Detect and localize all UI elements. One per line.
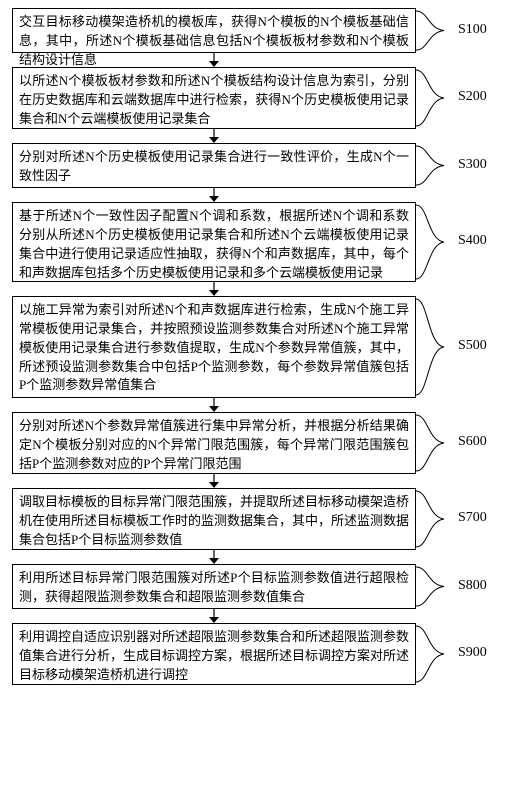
flow-node-text: 利用所述目标异常门限范围簇对所述P个目标监测参数值进行超限检测，获得超限监测参数… bbox=[19, 570, 409, 604]
step-label-s300: S300 bbox=[458, 157, 487, 173]
flow-node-s300: 分别对所述N个历史模板使用记录集合进行一致性评价，生成N个一致性因子 bbox=[12, 143, 416, 188]
step-label-text: S800 bbox=[458, 578, 487, 593]
flow-node-text: 利用调控自适应识别器对所述超限监测参数集合和所述超限监测参数值集合进行分析，生成… bbox=[19, 629, 409, 682]
flow-node-text: 基于所述N个一致性因子配置N个调和系数，根据所述N个调和系数分别从所述N个历史模… bbox=[19, 208, 409, 280]
step-label-s400: S400 bbox=[458, 233, 487, 249]
brace-s600 bbox=[416, 415, 444, 471]
step-label-s700: S700 bbox=[458, 510, 487, 526]
step-label-s200: S200 bbox=[458, 89, 487, 105]
brace-s800 bbox=[416, 567, 444, 606]
step-label-text: S900 bbox=[458, 645, 487, 660]
flow-node-text: 以所述N个模板板材参数和所述N个模板结构设计信息为索引，分别在历史数据库和云端数… bbox=[19, 73, 409, 126]
step-label-text: S400 bbox=[458, 233, 487, 248]
flow-node-s600: 分别对所述N个参数异常值簇进行集中异常分析，并根据分析结果确定N个模板分别对应的… bbox=[12, 412, 416, 474]
step-label-text: S500 bbox=[458, 338, 487, 353]
flow-node-text: 交互目标移动模架造桥机的模板库，获得N个模板的N个模板基础信息，其中，所述N个模… bbox=[19, 14, 409, 67]
brace-s500 bbox=[416, 299, 444, 395]
brace-s200 bbox=[416, 70, 444, 126]
brace-s900 bbox=[416, 626, 444, 682]
brace-s700 bbox=[416, 491, 444, 547]
step-label-text: S700 bbox=[458, 510, 487, 525]
flow-node-s200: 以所述N个模板板材参数和所述N个模板结构设计信息为索引，分别在历史数据库和云端数… bbox=[12, 67, 416, 129]
flow-node-s500: 以施工异常为索引对所述N个和声数据库进行检索，生成N个施工异常模板使用记录集合，… bbox=[12, 296, 416, 398]
step-label-text: S200 bbox=[458, 89, 487, 104]
flow-node-text: 分别对所述N个历史模板使用记录集合进行一致性评价，生成N个一致性因子 bbox=[19, 149, 409, 183]
step-label-s800: S800 bbox=[458, 578, 487, 594]
flow-node-s800: 利用所述目标异常门限范围簇对所述P个目标监测参数值进行超限检测，获得超限监测参数… bbox=[12, 564, 416, 609]
step-label-text: S300 bbox=[458, 157, 487, 172]
step-label-s900: S900 bbox=[458, 645, 487, 661]
flow-node-s700: 调取目标模板的目标异常门限范围簇，并提取所述目标移动模架造桥机在使用所述目标模板… bbox=[12, 488, 416, 550]
step-label-text: S600 bbox=[458, 434, 487, 449]
brace-s400 bbox=[416, 205, 444, 279]
brace-s100 bbox=[416, 11, 444, 50]
step-label-s100: S100 bbox=[458, 22, 487, 38]
flow-node-s900: 利用调控自适应识别器对所述超限监测参数集合和所述超限监测参数值集合进行分析，生成… bbox=[12, 623, 416, 685]
step-label-text: S100 bbox=[458, 22, 487, 37]
brace-s300 bbox=[416, 146, 444, 185]
step-label-s600: S600 bbox=[458, 434, 487, 450]
flow-node-text: 分别对所述N个参数异常值簇进行集中异常分析，并根据分析结果确定N个模板分别对应的… bbox=[19, 418, 409, 471]
step-label-s500: S500 bbox=[458, 338, 487, 354]
flowchart-canvas: 交互目标移动模架造桥机的模板库，获得N个模板的N个模板基础信息，其中，所述N个模… bbox=[0, 0, 505, 792]
flow-node-text: 调取目标模板的目标异常门限范围簇，并提取所述目标移动模架造桥机在使用所述目标模板… bbox=[19, 494, 409, 547]
flow-node-s400: 基于所述N个一致性因子配置N个调和系数，根据所述N个调和系数分别从所述N个历史模… bbox=[12, 202, 416, 282]
flow-node-s100: 交互目标移动模架造桥机的模板库，获得N个模板的N个模板基础信息，其中，所述N个模… bbox=[12, 8, 416, 53]
flow-node-text: 以施工异常为索引对所述N个和声数据库进行检索，生成N个施工异常模板使用记录集合，… bbox=[19, 302, 409, 392]
